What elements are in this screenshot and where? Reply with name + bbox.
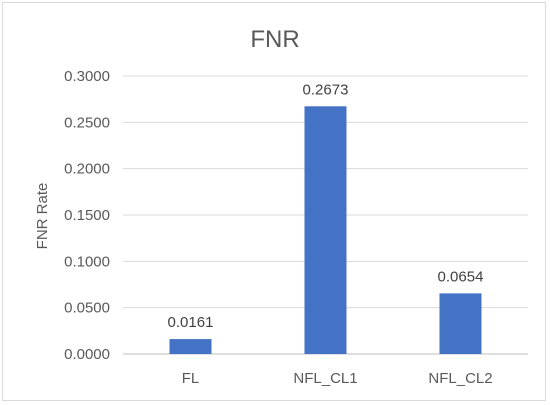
bars bbox=[169, 106, 482, 354]
data-label: 0.0654 bbox=[438, 268, 484, 285]
y-tick-label: 0.2000 bbox=[64, 161, 110, 178]
bar-nfl-cl2 bbox=[439, 293, 482, 354]
data-labels: 0.0161 0.2673 0.0654 bbox=[168, 81, 484, 331]
x-category-label: FL bbox=[182, 370, 200, 387]
y-tick-label: 0.0000 bbox=[64, 346, 110, 363]
y-tick-label: 0.2500 bbox=[64, 114, 110, 131]
y-axis-ticks: 0.0000 0.0500 0.1000 0.1500 0.2000 0.2500 0.30… bbox=[64, 68, 110, 363]
x-category-label: NFL_CL2 bbox=[428, 370, 492, 387]
y-tick-label: 0.3000 bbox=[64, 68, 110, 85]
bar-fl bbox=[169, 339, 212, 354]
x-axis-categories: FL NFL_CL1 NFL_CL2 bbox=[182, 370, 493, 387]
y-tick-label: 0.1500 bbox=[64, 207, 110, 224]
data-label: 0.2673 bbox=[303, 81, 349, 98]
bar-nfl-cl1 bbox=[304, 106, 347, 354]
chart-title: FNR bbox=[250, 26, 299, 53]
y-axis-label: FNR Rate bbox=[34, 183, 51, 250]
x-category-label: NFL_CL1 bbox=[293, 370, 357, 387]
data-label: 0.0161 bbox=[168, 314, 214, 331]
y-tick-label: 0.0500 bbox=[64, 300, 110, 317]
y-tick-label: 0.1000 bbox=[64, 253, 110, 270]
